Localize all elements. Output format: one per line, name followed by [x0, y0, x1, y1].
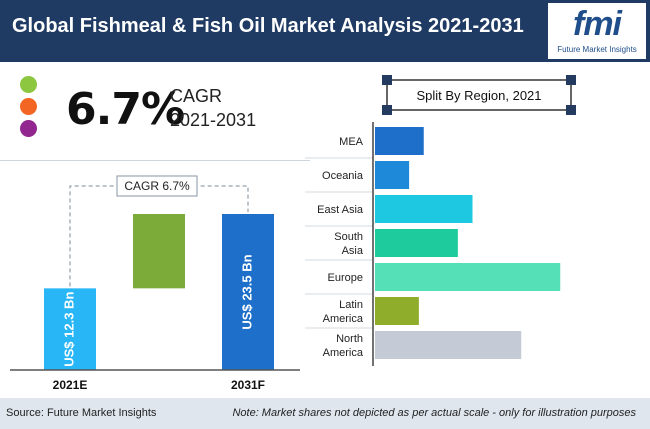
logo-text: fmi [573, 5, 622, 43]
region-label-line: America [323, 347, 364, 359]
region-bar-6 [375, 331, 522, 359]
logo-subtitle: Future Market Insights [557, 45, 637, 54]
section-divider [0, 160, 310, 161]
title-corner-marker [566, 105, 576, 115]
region-chart-title: Split By Region, 2021 [416, 88, 541, 103]
region-label: North America [323, 333, 364, 359]
title-corner-marker [382, 75, 392, 85]
region-label: Oceania [322, 170, 364, 182]
header-bar: Global Fishmeal & Fish Oil Market Analys… [0, 0, 650, 62]
footer-note: Note: Market shares not depicted as per … [232, 407, 636, 419]
cagr-label: CAGR [170, 86, 223, 106]
region-bar-2 [375, 195, 473, 223]
cagr-annotation-box [116, 175, 198, 197]
region-label: East Asia [317, 204, 364, 216]
x-tick-label: 2031F [231, 378, 265, 392]
region-label: South Asia [334, 231, 364, 257]
region-label: MEA [339, 136, 364, 148]
footer-source: Source: Future Market Insights [6, 407, 157, 419]
region-label-line: North [336, 333, 363, 345]
region-label: Latin America [323, 299, 364, 325]
region-label-line: Asia [342, 245, 364, 257]
market-value-chart: US$ 12.3 Bn 2021E US$ 23.5 Bn 2031F CAGR 6.7… [10, 175, 300, 392]
bar-value-label: US$ 12.3 Bn [61, 292, 76, 367]
page-title: Global Fishmeal & Fish Oil Market Analys… [12, 15, 524, 37]
purple-dot-icon [20, 120, 37, 137]
cagr-value: 6.7% [66, 84, 185, 135]
region-bar-0 [375, 127, 424, 155]
title-corner-marker [382, 105, 392, 115]
green-dot-icon [20, 76, 37, 93]
region-label-line: America [323, 313, 364, 325]
bar-value-label: US$ 23.5 Bn [239, 254, 254, 329]
orange-dot-icon [20, 98, 37, 115]
title-corner-marker [566, 75, 576, 85]
cagr-period: 2021-2031 [170, 110, 257, 130]
region-label-line: South [334, 231, 363, 243]
fmi-logo: fmi Future Market Insights [548, 3, 646, 59]
increment-bar [133, 214, 185, 289]
bar-2021E [44, 288, 96, 370]
region-split-chart: Split By Region, 2021 MEA Oceania East Asia… [305, 75, 576, 366]
region-bar-1 [375, 161, 410, 189]
region-bar-5 [375, 297, 419, 325]
bar-2031F [222, 214, 274, 370]
region-label-line: Latin [339, 299, 363, 311]
region-bar-4 [375, 263, 561, 291]
footer-bar: Source: Future Market Insights Note: Mar… [0, 398, 650, 429]
region-bar-3 [375, 229, 458, 257]
cagr-annotation: CAGR 6.7% [124, 179, 190, 193]
region-title-box [386, 79, 572, 111]
region-label: Europe [328, 272, 363, 284]
x-tick-label: 2021E [53, 378, 88, 392]
